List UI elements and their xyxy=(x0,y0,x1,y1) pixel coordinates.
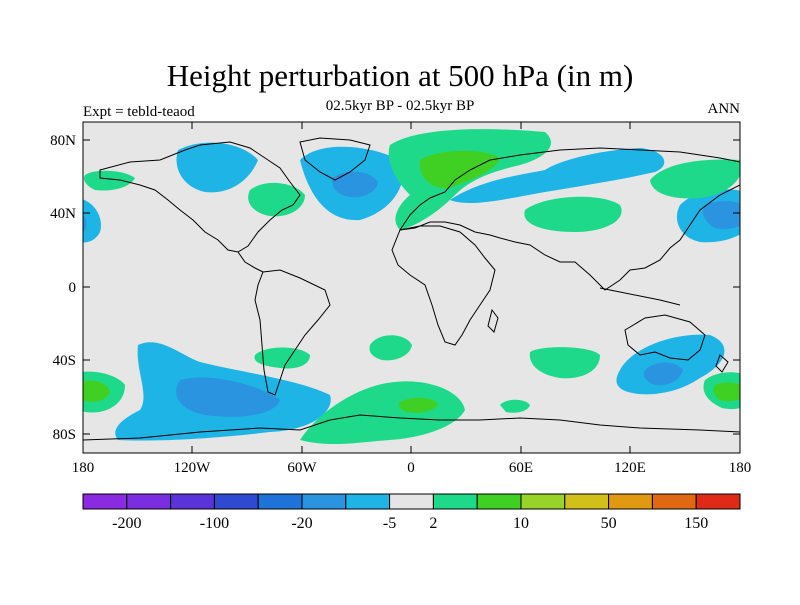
colorbar-swatch xyxy=(170,493,215,510)
lon-label-60w: 60W xyxy=(287,460,317,476)
negative-anomaly-core xyxy=(176,377,280,417)
negative-anomaly-core xyxy=(702,200,740,230)
colorbar-swatch xyxy=(345,493,391,510)
colorbar: -200 -100 -20 -5 2 10 50 150 xyxy=(82,493,741,532)
positive-anomaly-region xyxy=(524,196,622,232)
latitude-axis: 80N 40N 0 40S 80S xyxy=(50,133,740,443)
lat-label-80n: 80N xyxy=(50,133,76,149)
colorbar-swatch xyxy=(213,493,259,510)
colorbar-swatch xyxy=(651,493,697,510)
season-label: ANN xyxy=(707,101,741,117)
coastline-antarctica xyxy=(83,414,740,441)
contour-fills xyxy=(83,129,740,445)
colorbar-swatch xyxy=(126,493,172,510)
positive-anomaly-region xyxy=(248,182,305,217)
positive-anomaly-core xyxy=(713,382,740,402)
colorbar-swatch xyxy=(476,493,522,510)
colorbar-label: -20 xyxy=(291,515,312,532)
positive-anomaly-region xyxy=(529,347,600,379)
colorbar-label: -5 xyxy=(383,515,396,532)
negative-anomaly-region xyxy=(450,148,665,203)
positive-anomaly-region xyxy=(500,399,530,413)
negative-anomaly-core xyxy=(332,171,378,198)
colorbar-swatch xyxy=(301,493,347,510)
negative-anomaly-region xyxy=(176,142,258,193)
coastline-indonesia xyxy=(599,287,681,306)
lon-label-180e: 180 xyxy=(729,460,752,476)
colorbar-swatch xyxy=(257,493,303,510)
colorbar-swatch xyxy=(695,493,741,510)
colorbar-swatch xyxy=(564,493,610,510)
colorbar-label: -100 xyxy=(200,515,229,532)
negative-anomaly-region xyxy=(83,199,101,243)
lat-label-80s: 80S xyxy=(53,427,76,443)
lat-label-equator: 0 xyxy=(69,280,77,296)
positive-anomaly-region xyxy=(84,170,135,191)
lat-label-40n: 40N xyxy=(50,206,76,222)
longitude-axis: 180 120W 60W 0 60E 120E 180 xyxy=(72,122,752,476)
coastlines xyxy=(83,137,740,441)
lat-label-40s: 40S xyxy=(53,353,76,369)
coastline-greenland xyxy=(299,137,371,181)
lon-label-180w: 180 xyxy=(72,460,95,476)
positive-anomaly-core xyxy=(83,380,110,402)
lon-label-60e: 60E xyxy=(509,460,533,476)
colorbar-label: 150 xyxy=(684,515,708,532)
coastline-africa xyxy=(391,225,496,346)
negative-anomaly-core xyxy=(643,362,683,386)
lon-label-120e: 120E xyxy=(614,460,646,476)
coastline-new-zealand xyxy=(715,354,729,373)
coastline-south-america xyxy=(254,269,331,396)
colorbar-swatch xyxy=(608,493,653,510)
positive-anomaly-region xyxy=(300,381,465,445)
colorbar-label: 2 xyxy=(429,515,437,532)
map-title: Height perturbation at 500 hPa (in m) xyxy=(166,58,634,93)
colorbar-swatch xyxy=(82,493,128,510)
negative-anomaly-core xyxy=(83,214,87,232)
positive-anomaly-core xyxy=(419,150,500,189)
positive-anomaly-region xyxy=(369,335,412,361)
coastline-europe-asia xyxy=(398,147,740,291)
colorbar-swatch xyxy=(520,493,566,510)
colorbar-label: 50 xyxy=(601,515,617,532)
positive-anomaly-core xyxy=(398,397,438,413)
coastline-madagascar xyxy=(487,308,499,333)
lon-label-120w: 120W xyxy=(174,460,212,476)
colorbar-label: -200 xyxy=(112,515,141,532)
lon-label-0: 0 xyxy=(407,460,415,476)
period-label: 02.5kyr BP - 02.5kyr BP xyxy=(325,98,475,114)
positive-anomaly-region xyxy=(254,347,310,369)
colorbar-label: 10 xyxy=(513,515,529,532)
positive-anomaly-region xyxy=(650,159,740,199)
colorbar-swatch xyxy=(432,493,478,510)
experiment-label: Expt = tebld-teaod xyxy=(83,104,195,120)
colorbar-swatch xyxy=(389,493,434,510)
coastline-central-america xyxy=(237,251,264,273)
coastline-north-america xyxy=(99,141,301,253)
coastline-australia xyxy=(624,314,706,361)
